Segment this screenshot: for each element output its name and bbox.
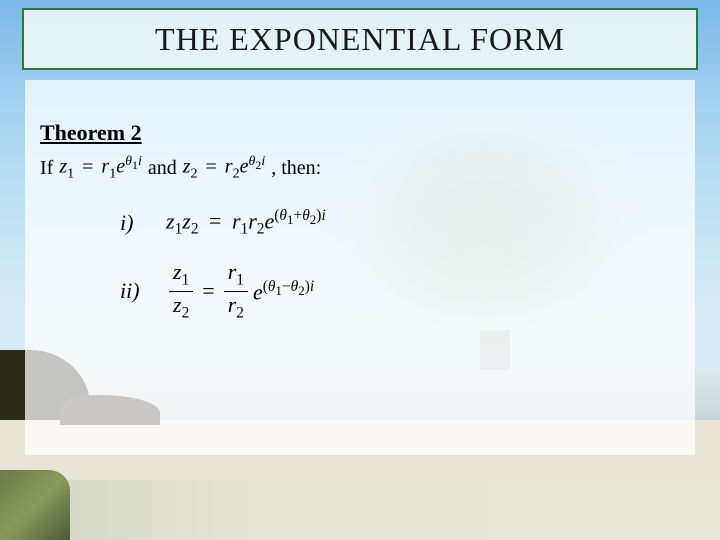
if-text: If xyxy=(40,157,53,180)
frac-r: r1 r2 xyxy=(224,260,248,322)
foreground-light xyxy=(50,480,720,540)
title-box: THE EXPONENTIAL FORM xyxy=(22,8,698,70)
slide-title: THE EXPONENTIAL FORM xyxy=(155,21,565,58)
result-ii-expr: z1 z2 = r1 r2 e(θ1−θ2)i xyxy=(166,260,314,322)
z1-expr: z1 = r1eθ1i xyxy=(59,154,142,183)
result-ii: ii) z1 z2 = r1 r2 e(θ1−θ2)i xyxy=(120,260,326,322)
roman-i: i) xyxy=(120,210,148,236)
then-text: , then: xyxy=(271,157,321,180)
and-text: and xyxy=(148,157,177,180)
body-content: Theorem 2 If z1 = r1eθ1i and z2 = r2eθ2i… xyxy=(40,120,326,344)
result-i: i) z1z2 = r1r2e(θ1+θ2)i xyxy=(120,207,326,239)
premise-line: If z1 = r1eθ1i and z2 = r2eθ2i , then: xyxy=(40,154,326,183)
theorem-heading: Theorem 2 xyxy=(40,120,326,146)
frac-z: z1 z2 xyxy=(169,260,193,322)
result-i-expr: z1z2 = r1r2e(θ1+θ2)i xyxy=(166,207,326,239)
roman-ii: ii) xyxy=(120,278,148,304)
results-block: i) z1z2 = r1r2e(θ1+θ2)i ii) z1 z2 = r1 r… xyxy=(120,207,326,322)
foreground-green xyxy=(0,470,70,540)
z2-expr: z2 = r2eθ2i xyxy=(183,154,266,183)
